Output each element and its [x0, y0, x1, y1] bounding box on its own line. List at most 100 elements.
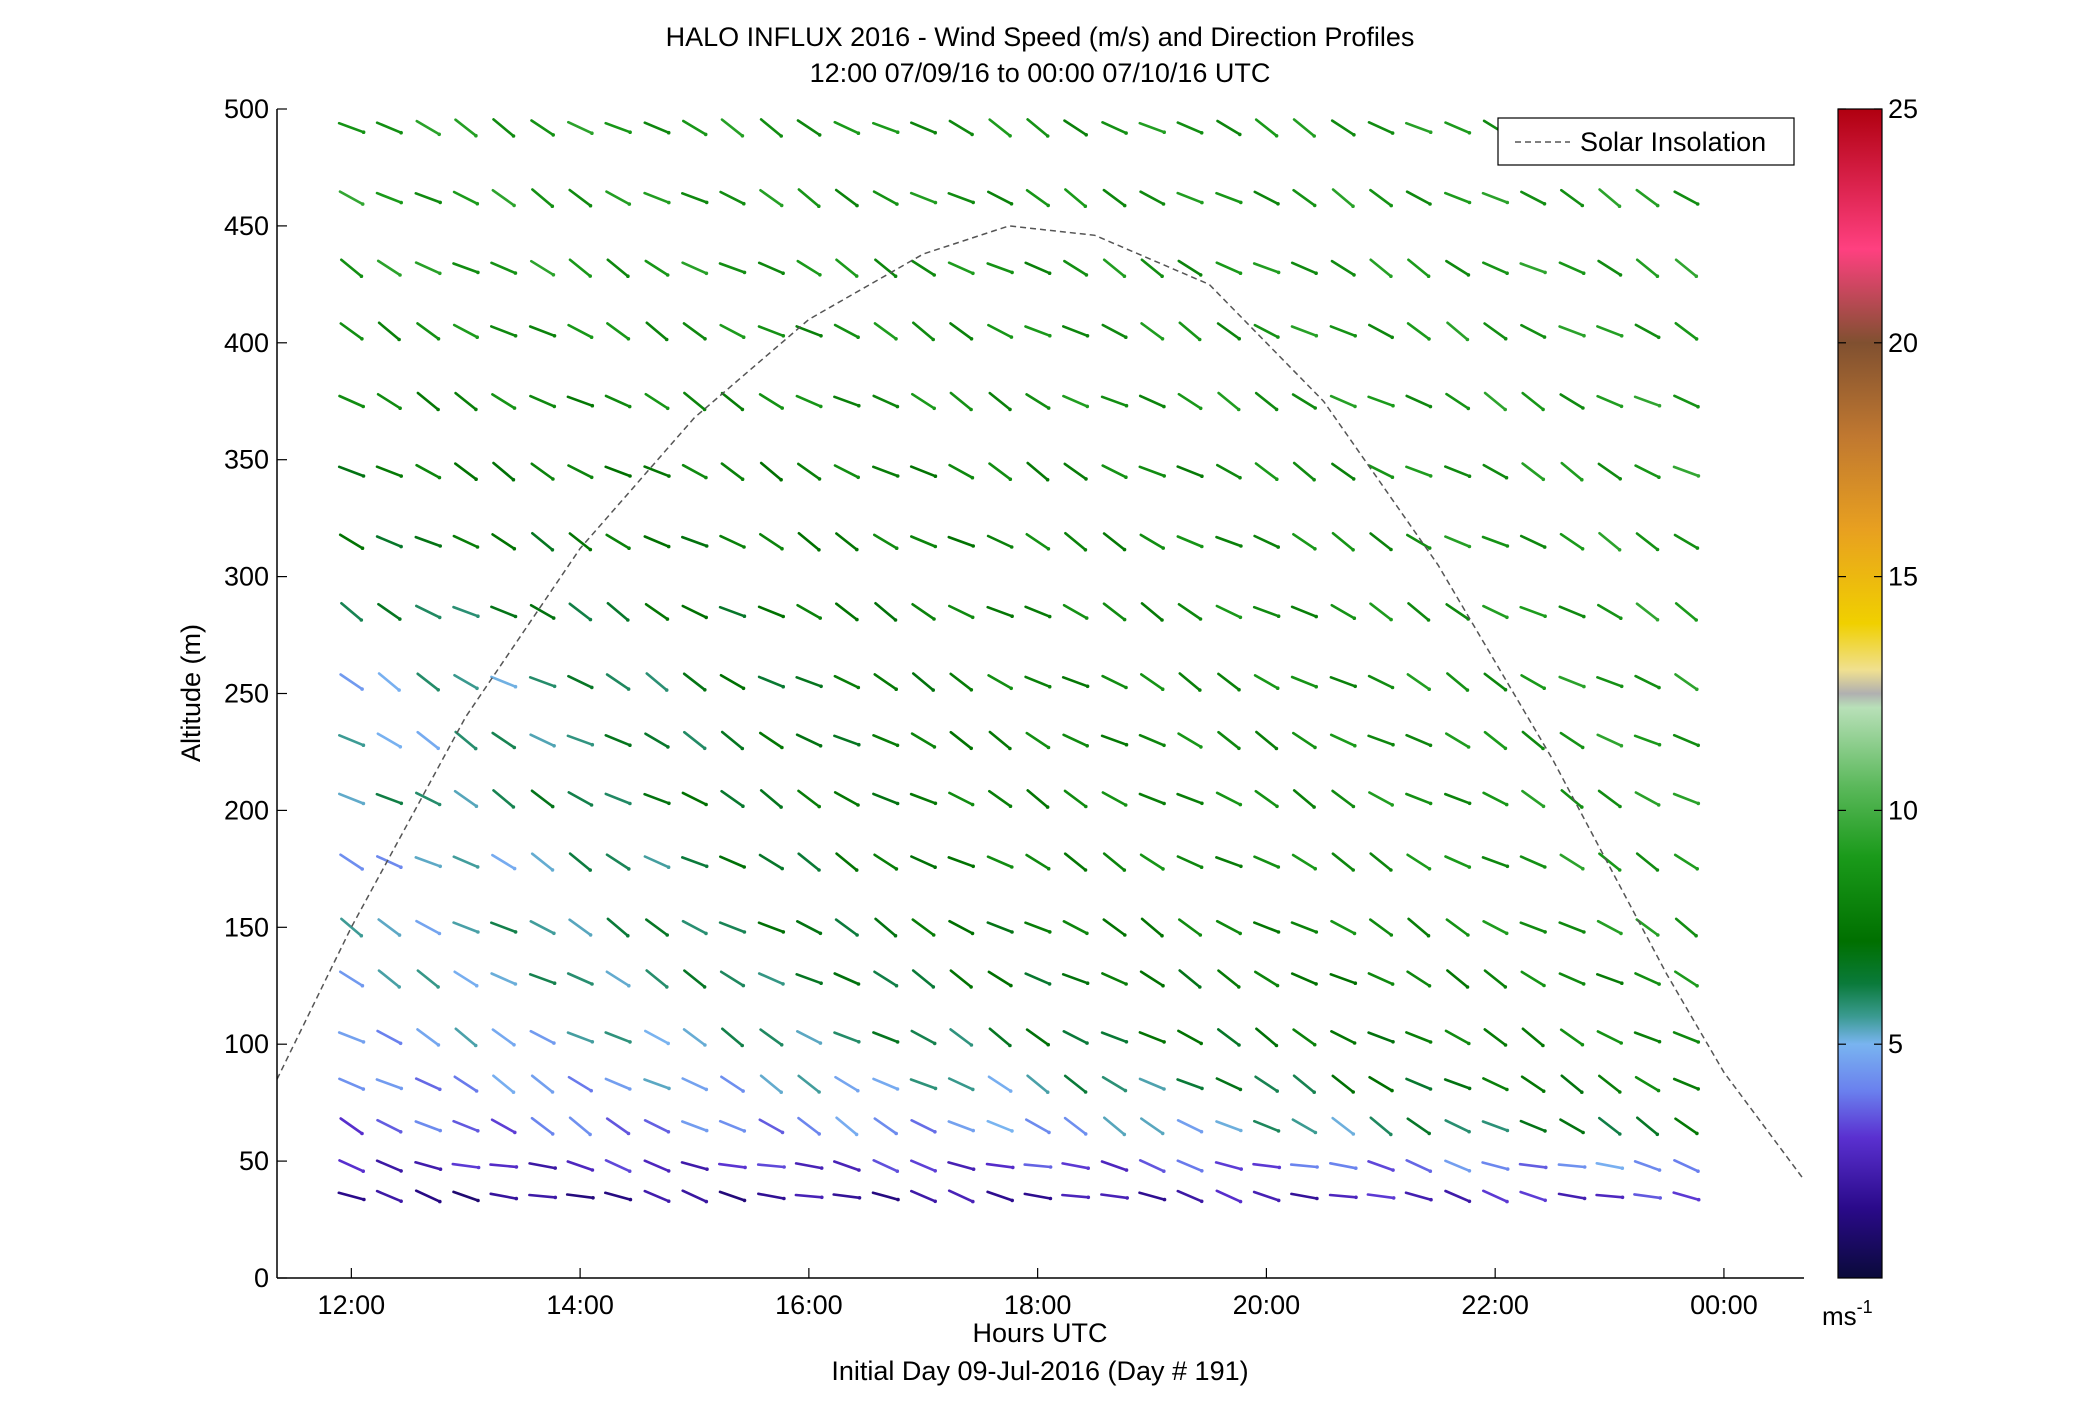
wind-vector: [1444, 465, 1471, 478]
wind-vector-head: [742, 545, 746, 549]
wind-vector-head: [588, 617, 593, 622]
wind-vector: [1063, 119, 1088, 137]
wind-vector: [757, 261, 785, 275]
wind-vector-head: [740, 1043, 744, 1048]
wind-vector: [1672, 1077, 1700, 1091]
wind-vector-head: [513, 982, 518, 986]
wind-vector: [530, 789, 555, 808]
wind-vector-head: [1045, 805, 1050, 809]
x-tick-label: 22:00: [1461, 1290, 1529, 1320]
wind-vector-head: [476, 930, 480, 934]
wind-vector-head: [1313, 547, 1317, 551]
wind-vector: [452, 190, 479, 205]
wind-vector-head: [474, 983, 479, 988]
wind-vector: [833, 734, 861, 747]
wind-vector-head: [1390, 475, 1395, 480]
wind-vector-head: [1083, 868, 1088, 872]
wind-vector-head: [894, 983, 899, 988]
x-tick-label: 20:00: [1233, 1290, 1301, 1320]
wind-vector: [1636, 1116, 1659, 1136]
wind-vector: [1369, 1116, 1393, 1136]
wind-vector-head: [1428, 1169, 1433, 1173]
wind-vector: [376, 259, 402, 277]
wind-vector-head: [1122, 868, 1127, 872]
wind-vector-head: [1351, 477, 1356, 481]
wind-vector: [987, 674, 1013, 690]
wind-vector-head: [1275, 804, 1279, 809]
wind-vector: [1062, 394, 1089, 408]
wind-vector: [872, 792, 899, 805]
wind-vector: [911, 672, 935, 692]
wind-vector-head: [817, 1132, 821, 1136]
wind-vector-head: [856, 335, 860, 340]
wind-vector-head: [1200, 200, 1204, 205]
wind-vector-head: [589, 475, 594, 480]
wind-vector-head: [704, 931, 708, 936]
wind-vector: [911, 321, 935, 341]
wind-vector-head: [1239, 544, 1243, 548]
wind-vector: [568, 602, 592, 621]
wind-vector-head: [971, 544, 975, 548]
wind-vector: [452, 1119, 480, 1133]
wind-vector: [338, 1077, 365, 1091]
wind-vector-head: [436, 985, 440, 989]
wind-vector-head: [1542, 335, 1547, 339]
wind-vector: [645, 969, 669, 989]
wind-vector: [1140, 258, 1164, 278]
wind-vector-head: [1389, 547, 1393, 552]
wind-vector: [948, 119, 974, 136]
wind-vector-head: [1122, 1132, 1127, 1137]
wind-vector: [833, 120, 860, 135]
wind-vector: [1406, 673, 1431, 691]
wind-vector: [339, 853, 364, 871]
wind-vector-head: [1390, 1088, 1394, 1093]
wind-vector-head: [1619, 743, 1624, 748]
wind-vector: [1597, 259, 1622, 277]
wind-vector-head: [1274, 407, 1279, 412]
wind-vector-head: [817, 133, 822, 137]
wind-vector: [833, 972, 860, 986]
wind-vector-head: [511, 134, 516, 138]
wind-vector-head: [931, 933, 936, 937]
wind-vector-head: [895, 202, 899, 206]
wind-vector-head: [361, 1169, 366, 1173]
wind-vector-head: [781, 684, 785, 689]
wind-vector: [340, 601, 363, 622]
wind-vector: [529, 603, 556, 620]
wind-vector-head: [1467, 474, 1472, 479]
wind-vector-head: [1505, 1128, 1510, 1133]
wind-vector: [949, 969, 973, 989]
wind-vector: [606, 322, 630, 341]
wind-vector-head: [779, 134, 783, 138]
wind-vector-head: [550, 1090, 555, 1094]
wind-vector: [1445, 392, 1470, 410]
wind-vector-head: [781, 930, 786, 934]
wind-vector: [1138, 465, 1166, 478]
wind-vector-head: [1239, 200, 1243, 205]
wind-vector-head: [666, 1041, 670, 1046]
wind-vector: [338, 190, 365, 206]
wind-vector: [1406, 1117, 1431, 1135]
wind-vector: [872, 190, 899, 206]
wind-vector-head: [933, 1130, 937, 1134]
wind-vector-head: [1124, 1168, 1129, 1172]
wind-vector-head: [436, 407, 440, 412]
wind-vector-head: [626, 687, 631, 691]
wind-vector: [1482, 1077, 1509, 1091]
wind-vector: [452, 262, 480, 274]
wind-vector: [1255, 1027, 1278, 1047]
wind-vector-head: [1657, 1039, 1662, 1044]
wind-vector-head: [512, 406, 517, 410]
wind-vector: [873, 1117, 898, 1135]
wind-vector: [794, 1193, 824, 1199]
wind-vector-head: [1085, 684, 1090, 689]
wind-vector: [416, 969, 440, 989]
wind-vector-head: [512, 745, 517, 750]
wind-vector-head: [1467, 1041, 1471, 1046]
wind-vector-head: [1352, 133, 1356, 137]
wind-vector-head: [933, 200, 938, 205]
wind-vector-head: [626, 618, 630, 622]
wind-vector-head: [1426, 618, 1431, 622]
wind-vector: [414, 1161, 442, 1171]
wind-vector-head: [1467, 200, 1472, 205]
